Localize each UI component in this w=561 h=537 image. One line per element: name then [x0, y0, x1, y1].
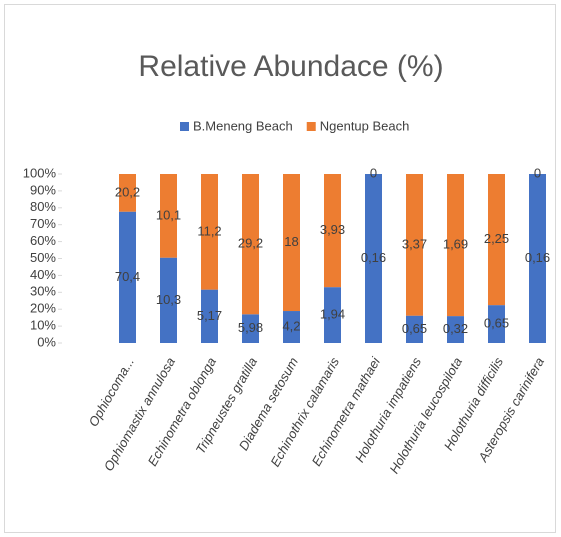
data-label: 10,1 [156, 207, 181, 222]
bar-segment [529, 174, 546, 343]
data-label: 11,2 [197, 223, 221, 238]
bar-segment [119, 174, 136, 212]
y-tick-label: 50% [30, 250, 56, 265]
legend-swatch [306, 122, 316, 131]
legend-swatch [180, 122, 189, 131]
y-tick-label: 90% [30, 182, 56, 197]
bar-segment [242, 174, 259, 315]
data-label: 1,94 [320, 307, 345, 322]
y-tick-label: 70% [30, 216, 56, 231]
y-tick-label: 60% [30, 233, 56, 248]
legend-label: B.Meneng Beach [193, 118, 293, 133]
x-tick-label: Holothuria leucospilota [386, 355, 465, 476]
bar-segment [160, 174, 177, 258]
data-label: 5,98 [238, 320, 263, 335]
data-label: 3,93 [320, 222, 345, 237]
bar-segment [160, 257, 177, 343]
data-label: 70,4 [115, 269, 140, 284]
bar-segment [283, 174, 300, 312]
data-label: 0 [370, 165, 377, 180]
bar-segment [324, 287, 341, 343]
y-tick-label: 10% [30, 318, 56, 333]
y-tick-label: 80% [30, 199, 56, 214]
data-label: 0,16 [525, 250, 550, 265]
bar-segment [242, 314, 259, 343]
data-label: 3,37 [402, 236, 427, 251]
data-label: 29,2 [238, 236, 263, 251]
bar-segment [447, 174, 464, 317]
legend-label: Ngentup Beach [320, 118, 410, 133]
chart-title: Relative Abundace (%) [138, 50, 443, 83]
bar-segment [365, 174, 382, 343]
bar-segment [406, 174, 423, 316]
bar-segment [283, 311, 300, 343]
chart-border [4, 4, 556, 533]
data-label: 0,65 [402, 321, 427, 336]
data-label: 0,32 [443, 321, 468, 336]
data-label: 0,16 [361, 250, 386, 265]
bar-segment [447, 316, 464, 343]
bar-segment [488, 305, 505, 343]
bar-segment [201, 174, 218, 290]
data-label: 20,2 [115, 184, 140, 199]
data-label: 18 [284, 234, 298, 249]
data-label: 0,65 [484, 315, 509, 330]
data-label: 2,25 [484, 231, 509, 246]
bar-segment [324, 174, 341, 288]
y-tick-label: 20% [30, 301, 56, 316]
data-label: 1,69 [443, 236, 468, 251]
x-tick-label: Ophiomastix annulosa [101, 355, 178, 474]
data-label: 10,3 [156, 292, 181, 307]
bar-segment [201, 289, 218, 343]
y-tick-label: 40% [30, 267, 56, 282]
y-tick-label: 100% [23, 165, 57, 180]
bar-segment [406, 315, 423, 343]
bar-segment [119, 211, 136, 343]
y-tick-label: 0% [37, 334, 56, 349]
data-label: 5,17 [197, 308, 222, 323]
bar-segment [488, 174, 505, 306]
data-label: 0 [534, 165, 541, 180]
data-label: 4,2 [282, 318, 300, 333]
y-tick-label: 30% [30, 284, 56, 299]
